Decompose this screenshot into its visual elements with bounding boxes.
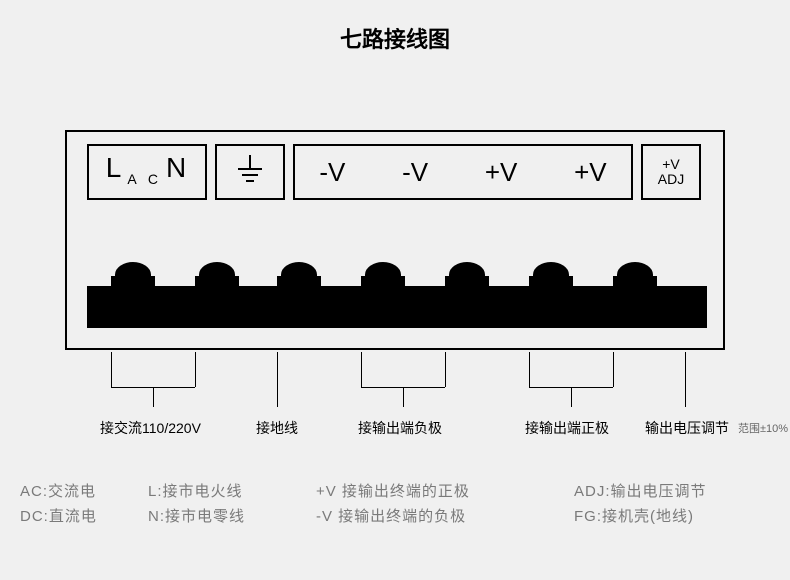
diagram-outer-box: L A C N -V -V +V +V +V ADJ [65,130,725,350]
label-plusV-1: +V [485,157,518,188]
potentiometer-icon [673,296,695,318]
screw-terminal [445,262,489,286]
screw-terminal [529,262,573,286]
label-ac-power: 接交流110/220V [100,418,201,438]
ground-icon [235,155,265,189]
label-minusV-1: -V [319,157,345,188]
legend-dc: DC:直流电 [20,505,130,526]
lead-line [153,387,154,407]
label-range: 范围±10% [738,420,788,436]
ac-input-label-box: L A C N [87,144,207,200]
adj-label-box: +V ADJ [641,144,701,200]
lead-line [529,352,530,387]
legend-ac: AC:交流电 [20,480,130,501]
screw-terminal [195,262,239,286]
screw-terminal [361,262,405,286]
label-adj-bottom: ADJ [658,172,684,187]
screw-terminal [277,262,321,286]
label-volt-adj: 输出电压调节 [645,418,729,438]
label-ground: 接地线 [256,418,298,438]
label-adj-top: +V [662,157,680,172]
lead-line [277,352,278,407]
legend-block: AC:交流电 L:接市电火线 +V 接输出终端的正极 ADJ:输出电压调节 DC… [0,480,790,530]
lead-line [361,352,362,387]
screw-terminal [111,262,155,286]
label-plusV-2: +V [574,157,607,188]
legend-L: L:接市电火线 [148,480,298,501]
lead-line [195,352,196,387]
label-L: L [106,152,124,184]
legend-fg: FG:接机壳(地线) [574,505,694,526]
lead-lines [65,352,725,412]
label-out-pos: 接输出端正极 [525,418,609,438]
legend-row-2: DC:直流电 N:接市电零线 -V 接输出终端的负极 FG:接机壳(地线) [0,505,790,526]
lead-line [111,352,112,387]
terminal-block-bar [87,286,707,328]
terminal-label-row: L A C N -V -V +V +V +V ADJ [87,144,703,200]
legend-N: N:接市电零线 [148,505,298,526]
page: 七路接线图 L A C N -V -V +V +V [0,0,790,580]
label-minusV-2: -V [402,157,428,188]
output-voltage-label-box: -V -V +V +V [293,144,633,200]
legend-adj: ADJ:输出电压调节 [574,480,707,501]
lead-line [571,387,572,407]
lead-line [445,352,446,387]
legend-minusV: -V 接输出终端的负极 [316,505,556,526]
lead-line [403,387,404,407]
lead-line [685,352,686,407]
label-AC: A C [127,171,162,187]
screw-terminal [613,262,657,286]
legend-row-1: AC:交流电 L:接市电火线 +V 接输出终端的正极 ADJ:输出电压调节 [0,480,790,501]
label-N: N [166,152,188,184]
legend-plusV: +V 接输出终端的正极 [316,480,556,501]
ground-label-box [215,144,285,200]
lead-line [613,352,614,387]
page-title: 七路接线图 [0,0,790,54]
screw-terminals-row [87,258,707,286]
label-out-neg: 接输出端负极 [358,418,442,438]
